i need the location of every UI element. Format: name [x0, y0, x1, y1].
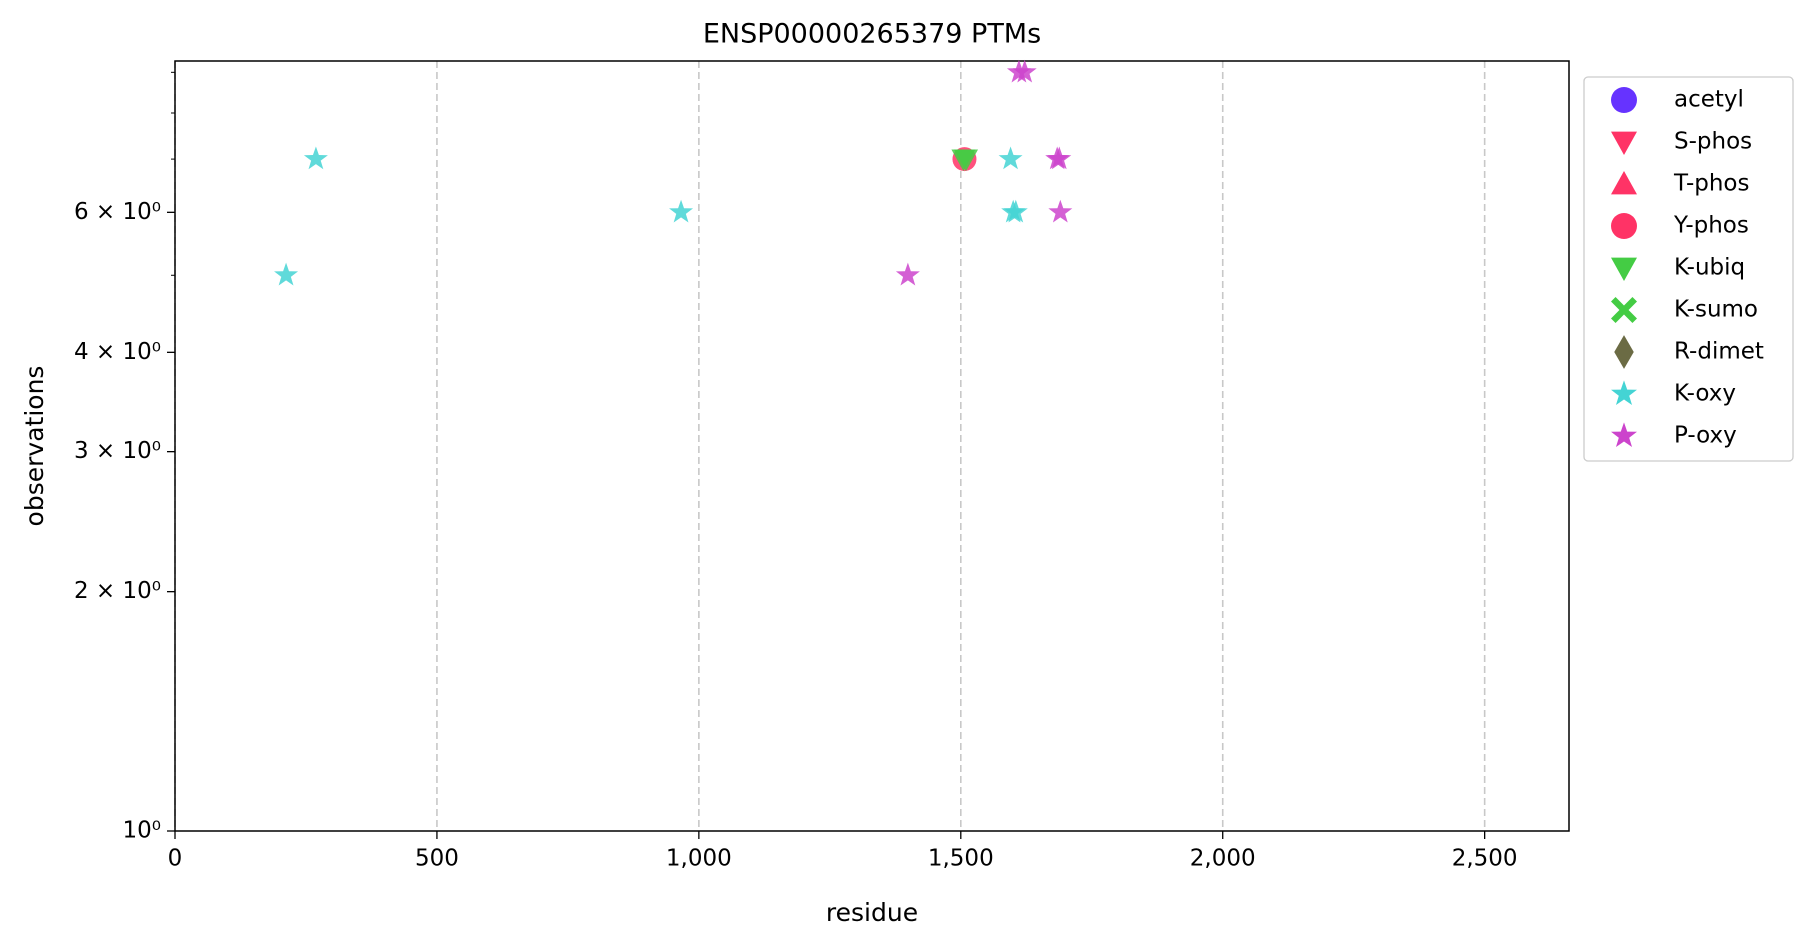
y-tick-label: 3 × 10⁰ [74, 438, 161, 464]
x-tick-label: 0 [168, 846, 183, 872]
point [954, 149, 979, 172]
x-tick-label: 2,500 [1452, 846, 1518, 872]
legend-marker [1611, 257, 1637, 281]
legend-marker [1611, 171, 1637, 195]
x-tick-label: 1,500 [928, 846, 994, 872]
x-tick-label: 500 [415, 846, 459, 872]
y-tick-label: 2 × 10⁰ [74, 578, 161, 604]
legend-marker [1611, 213, 1637, 239]
legend-label: T-phos [1673, 171, 1749, 197]
point [1003, 199, 1028, 223]
legend-label: S-phos [1674, 129, 1752, 155]
chart-title: ENSP00000265379 PTMs [703, 19, 1041, 50]
legend-marker [1611, 87, 1637, 113]
legend-label: R-dimet [1674, 339, 1764, 365]
point [1048, 199, 1073, 223]
point [274, 262, 299, 286]
point [1047, 146, 1072, 170]
x-axis-label: residue [826, 898, 918, 927]
legend-label: K-oxy [1674, 381, 1736, 407]
legend-marker [1611, 380, 1637, 406]
legend-marker [1611, 422, 1637, 448]
legend-label: K-ubiq [1674, 255, 1745, 281]
x-tick-label: 1,000 [666, 846, 732, 872]
legend-box [1583, 76, 1794, 462]
point [895, 262, 920, 286]
y-tick-label: 10⁰ [123, 818, 162, 844]
y-axis-label: observations [20, 366, 49, 527]
point [669, 199, 694, 223]
legend-label: acetyl [1674, 87, 1744, 113]
legend-label: K-sumo [1674, 297, 1758, 323]
plot-frame [174, 60, 1570, 832]
point [1012, 59, 1037, 83]
x-tick-label: 2,000 [1190, 846, 1256, 872]
y-tick-label: 4 × 10⁰ [74, 339, 161, 365]
point [998, 146, 1023, 170]
point [303, 146, 328, 170]
y-tick-label: 6 × 10⁰ [74, 199, 161, 225]
legend-marker [1614, 335, 1634, 369]
legend-label: Y-phos [1673, 213, 1749, 239]
legend-label: P-oxy [1674, 423, 1737, 449]
legend-marker [1611, 297, 1637, 323]
legend-marker [1611, 131, 1637, 155]
